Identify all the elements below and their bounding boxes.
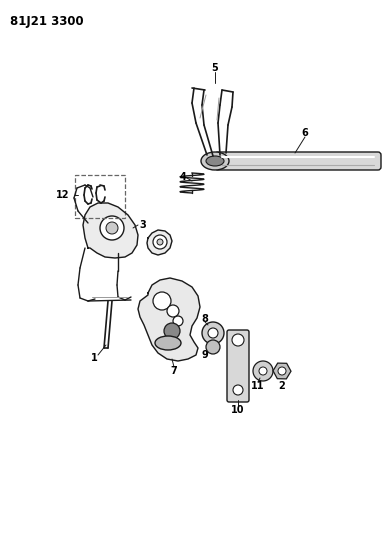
Circle shape [167, 305, 179, 317]
Circle shape [208, 328, 218, 338]
Ellipse shape [201, 152, 229, 170]
Circle shape [253, 361, 273, 381]
Circle shape [278, 367, 286, 375]
Ellipse shape [155, 336, 181, 350]
Circle shape [232, 334, 244, 346]
Text: 4: 4 [180, 172, 187, 182]
Circle shape [173, 316, 183, 326]
FancyBboxPatch shape [215, 152, 381, 170]
Ellipse shape [206, 156, 224, 166]
Text: 9: 9 [202, 350, 208, 360]
Circle shape [259, 367, 267, 375]
Circle shape [206, 340, 220, 354]
Text: 8: 8 [202, 314, 209, 324]
FancyBboxPatch shape [227, 330, 249, 402]
Text: 2: 2 [279, 381, 285, 391]
Text: 3: 3 [140, 220, 146, 230]
Text: 6: 6 [301, 128, 308, 138]
Polygon shape [138, 278, 200, 361]
Circle shape [157, 239, 163, 245]
Circle shape [164, 323, 180, 339]
Circle shape [106, 222, 118, 234]
Text: 5: 5 [212, 63, 218, 73]
Text: 1: 1 [91, 353, 98, 363]
Circle shape [233, 385, 243, 395]
Circle shape [153, 235, 167, 249]
Text: 81J21 3300: 81J21 3300 [10, 15, 84, 28]
Polygon shape [83, 203, 138, 258]
Text: 10: 10 [231, 405, 245, 415]
Circle shape [100, 216, 124, 240]
Circle shape [202, 322, 224, 344]
Text: 11: 11 [251, 381, 265, 391]
Text: 7: 7 [171, 366, 177, 376]
Circle shape [153, 292, 171, 310]
Text: 12: 12 [56, 190, 70, 200]
Polygon shape [147, 230, 172, 255]
